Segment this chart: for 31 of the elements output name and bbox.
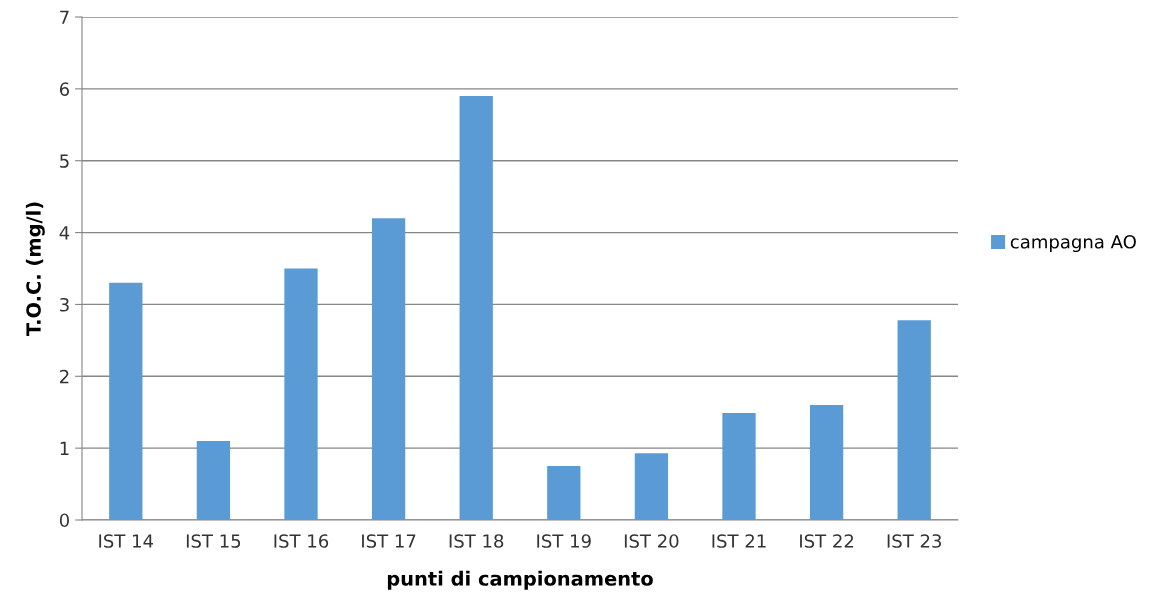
- bar: [109, 282, 143, 520]
- x-tick-label: IST 23: [887, 534, 942, 548]
- y-tick-label: 5: [60, 154, 69, 168]
- y-tick-label: 1: [60, 441, 69, 455]
- y-tick-label: 4: [59, 226, 70, 240]
- y-tick-label: 3: [60, 297, 69, 312]
- x-tick-label: IST 21: [712, 534, 766, 548]
- legend-label: campagna AO: [1010, 234, 1136, 253]
- bar: [722, 412, 756, 520]
- bar: [809, 405, 844, 520]
- bar: [897, 320, 931, 520]
- bar: [371, 218, 406, 520]
- x-tick-label: IST 20: [624, 534, 679, 548]
- x-axis-title: punti di campionamento: [387, 570, 653, 590]
- bar: [196, 440, 231, 520]
- y-axis-title: T.O.C. (mg/l): [25, 202, 45, 337]
- y-tick-label: 0: [59, 513, 69, 528]
- x-tick-label: IST 18: [449, 534, 504, 548]
- y-tick-label: 7: [60, 10, 69, 24]
- x-tick-label: IST 22: [800, 534, 854, 548]
- bar: [459, 96, 493, 520]
- x-tick-label: IST 17: [362, 534, 416, 548]
- x-tick-label: IST 14: [99, 534, 154, 548]
- y-tick-label: 2: [60, 369, 69, 384]
- y-tick-label: 6: [59, 82, 70, 96]
- bar: [284, 268, 318, 520]
- bar: [547, 466, 581, 520]
- bar: [634, 453, 669, 520]
- x-tick-label: IST 16: [274, 534, 329, 548]
- x-tick-label: IST 19: [537, 534, 591, 548]
- x-tick-label: IST 15: [186, 534, 241, 548]
